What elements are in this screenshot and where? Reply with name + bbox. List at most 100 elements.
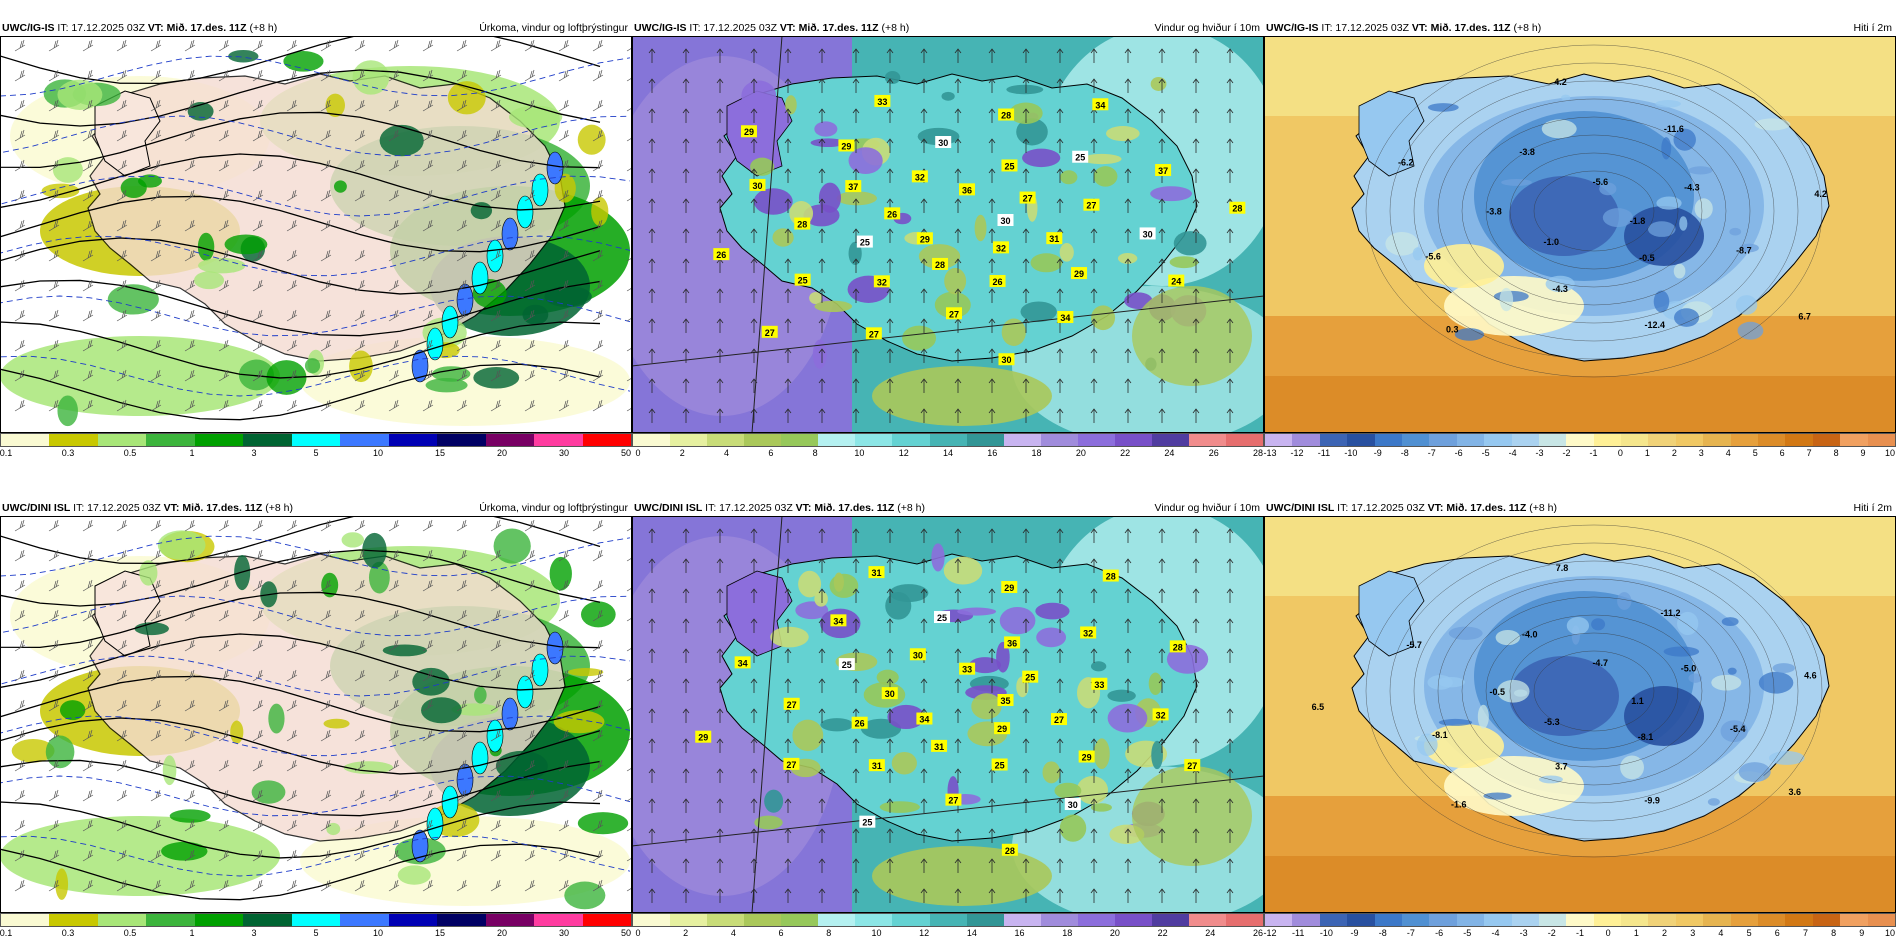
heavy-precip xyxy=(531,653,549,687)
wind-barb xyxy=(116,669,128,682)
wind-arrow xyxy=(886,588,894,603)
wind-barb xyxy=(48,579,60,592)
wind-arrow xyxy=(1226,588,1234,603)
colorbar-tick-label: 5 xyxy=(1752,448,1758,458)
colorbar-swatch xyxy=(97,914,147,926)
panel-precip-top: UWC/IG-IS IT: 17.12.2025 03Z VT: Mið. 17… xyxy=(0,0,632,470)
wind-arrow xyxy=(954,288,962,303)
label-box xyxy=(740,125,757,138)
wind-barb xyxy=(490,789,502,802)
wind-arrow xyxy=(954,648,962,663)
label-box xyxy=(1064,797,1081,810)
wind-barb xyxy=(218,249,230,262)
wind-arrow xyxy=(1192,408,1200,423)
wind-arrow xyxy=(1192,738,1200,753)
wind-barb xyxy=(14,369,26,382)
wind-barb xyxy=(150,879,162,892)
value-label: -11.2 xyxy=(1660,608,1680,618)
wind-barb xyxy=(388,219,400,232)
isotherm xyxy=(0,715,631,757)
colorbar-swatch xyxy=(855,434,893,446)
wind-arrow xyxy=(750,108,758,123)
wind-cell xyxy=(1022,148,1061,168)
wind-arrow xyxy=(920,198,928,213)
panel-temp-bottom: UWC/DINI ISL IT: 17.12.2025 03Z VT: Mið.… xyxy=(1263,480,1896,950)
wind-arrow xyxy=(852,348,860,363)
value-text: 34 xyxy=(738,658,748,668)
wind-arrow xyxy=(716,78,724,93)
wind-barb xyxy=(388,159,400,172)
value-text: 25 xyxy=(1025,673,1035,683)
value-text: 29 xyxy=(1074,269,1084,279)
colorbar-tick-label: 0.5 xyxy=(123,928,137,938)
value-label: 26 xyxy=(989,274,1006,287)
wind-barb xyxy=(150,399,162,412)
wind-arrow xyxy=(886,768,894,783)
colorbar-ticks: -12 -11 -10 -9 -8 -7 -6 -5 -4 -3 -2 -1 0 1 2 3 4 5 6 7 8 9 10 xyxy=(1263,928,1896,940)
wind-arrow xyxy=(648,78,656,93)
colorbar-swatch xyxy=(437,434,486,446)
wind-barb xyxy=(422,159,434,172)
wind-barb xyxy=(592,699,604,712)
model-name: UWC/IG-IS xyxy=(1266,22,1319,34)
wind-barb xyxy=(252,309,264,322)
wind-barb xyxy=(558,159,570,172)
heavy-precip xyxy=(411,349,429,383)
wind-arrow xyxy=(818,378,826,393)
wind-arrow xyxy=(988,648,996,663)
value-label: 30 xyxy=(909,648,926,661)
wind-barb xyxy=(82,519,94,532)
value-label: 27 xyxy=(945,793,962,806)
region-line xyxy=(751,516,783,913)
label-box xyxy=(881,687,898,700)
colorbar-tick-label: 24 xyxy=(1205,928,1216,938)
heavy-precip xyxy=(531,173,549,207)
wind-arrow xyxy=(1056,288,1064,303)
value-text: 30 xyxy=(1068,800,1078,810)
value-label: -8.1 xyxy=(1638,732,1654,742)
wind-arrow xyxy=(920,678,928,693)
colorbar-tick-label: 8 xyxy=(1831,928,1837,938)
wind-arrow xyxy=(648,828,656,843)
colorbar-swatch xyxy=(1593,914,1622,926)
label-box xyxy=(783,757,800,770)
colorbar-swatch xyxy=(1484,434,1512,446)
wind-arrow xyxy=(784,678,792,693)
wind-barb xyxy=(524,609,536,622)
isotherm xyxy=(1533,170,1655,252)
wind-arrow xyxy=(1226,558,1234,573)
label-box xyxy=(1001,159,1018,172)
wind-barb xyxy=(286,279,298,292)
valid-time: Mið. 17.des. 11Z xyxy=(814,502,895,514)
temp-cell xyxy=(1602,208,1633,228)
wind-arrow xyxy=(682,378,690,393)
wind-barb xyxy=(218,789,230,802)
wind-arrow xyxy=(818,768,826,783)
wind-arrow xyxy=(1192,798,1200,813)
wind-cell xyxy=(1059,242,1074,262)
wind-arrow xyxy=(750,288,758,303)
wind-barb xyxy=(320,729,332,742)
wind-arrow xyxy=(716,588,724,603)
wind-arrow xyxy=(716,138,724,153)
value-label: 25 xyxy=(934,611,951,624)
wind-barb xyxy=(252,759,264,772)
wind-arrow xyxy=(784,738,792,753)
value-text: 26 xyxy=(855,719,865,729)
wind-cell xyxy=(1090,803,1112,812)
wind-barb xyxy=(490,339,502,352)
wind-arrow xyxy=(852,288,860,303)
wind-arrow xyxy=(1022,258,1030,273)
value-label: -0.5 xyxy=(1639,253,1655,263)
wind-barb xyxy=(252,399,264,412)
wind-barb xyxy=(490,99,502,112)
wind-arrow xyxy=(954,78,962,93)
wind-cell xyxy=(1107,703,1148,733)
value-text: 26 xyxy=(993,277,1003,287)
wind-arrow xyxy=(1056,888,1064,903)
valid-label: VT: xyxy=(1427,502,1444,514)
label-box xyxy=(916,712,933,725)
precip-cell xyxy=(509,105,563,129)
wind-arrow xyxy=(1226,678,1234,693)
wind-barb xyxy=(354,279,366,292)
